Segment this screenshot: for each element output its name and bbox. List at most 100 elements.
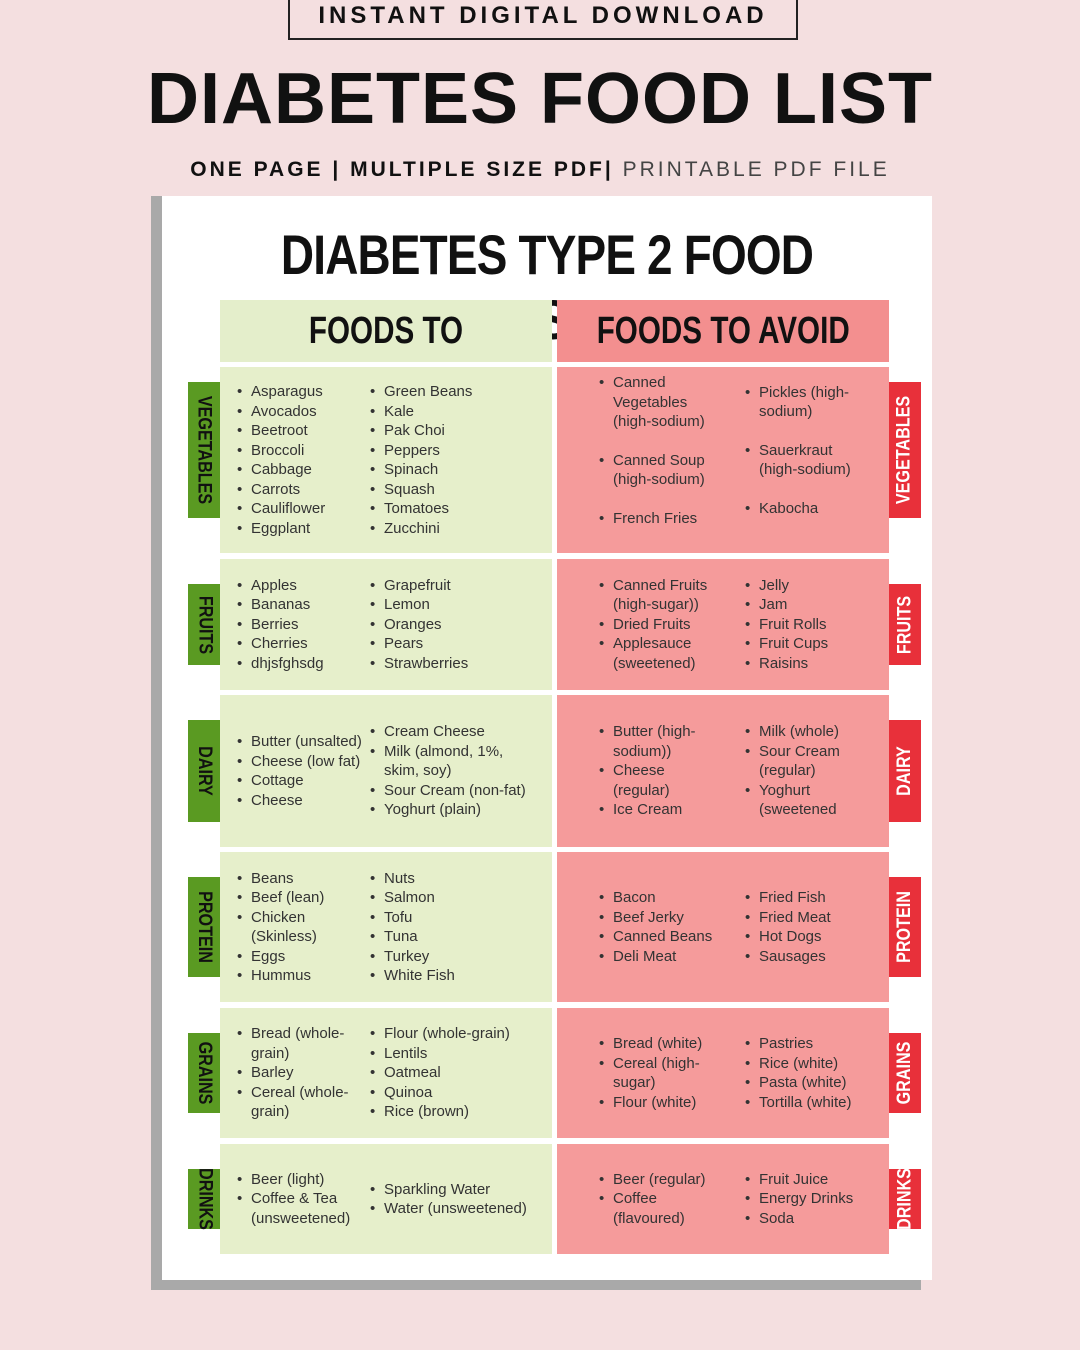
food-item: Hummus — [235, 966, 365, 986]
include-cell: Beer (light)Coffee & Tea (unsweetened)Sp… — [220, 1144, 552, 1254]
food-list: Pickles (high-sodium) Sauerkraut (high-so… — [743, 383, 873, 538]
avoid-column: Milk (whole)Sour Cream (regular)Yoghurt … — [743, 695, 873, 847]
food-list: Beer (light)Coffee & Tea (unsweetened) — [235, 1170, 365, 1229]
food-item: Applesauce (sweetened) — [597, 634, 722, 673]
food-item: Asparagus — [235, 382, 325, 402]
food-item: Water (unsweetened) — [368, 1199, 527, 1219]
food-item: Canned Vegetables (high-sodium) — [597, 373, 722, 432]
food-item: Deli Meat — [597, 947, 712, 967]
food-item: Flour (white) — [597, 1093, 722, 1113]
include-column: Butter (unsalted)Cheese (low fat)Cottage… — [235, 695, 365, 847]
food-item: Rice (white) — [743, 1054, 852, 1074]
food-item: Sparkling Water — [368, 1180, 527, 1200]
food-item: Kabocha — [743, 499, 873, 519]
food-item: Energy Drinks — [743, 1189, 853, 1209]
food-item: Oatmeal — [368, 1063, 510, 1083]
food-list: AsparagusAvocadosBeetrootBroccoliCabbage… — [235, 382, 325, 538]
category-tab-right: PROTEIN — [889, 877, 921, 977]
food-item: Sour Cream (regular) — [743, 742, 873, 781]
avoid-column: Canned Fruits (high-sugar))Dried FruitsA… — [597, 559, 722, 690]
category-label: VEGETABLES — [194, 395, 216, 505]
food-item: Bread (white) — [597, 1034, 722, 1054]
food-item: Raisins — [743, 654, 828, 674]
category-tab-right: DRINKS — [889, 1168, 921, 1230]
food-list: Flour (whole-grain)LentilsOatmealQuinoaR… — [368, 1024, 510, 1122]
food-list: GrapefruitLemonOrangesPearsStrawberries — [368, 576, 468, 674]
food-item: Bread (whole-grain) — [235, 1024, 365, 1063]
food-item: Bananas — [235, 595, 324, 615]
food-item: Peppers — [368, 441, 472, 461]
food-item: Cereal (whole-grain) — [235, 1083, 365, 1122]
food-item: Turkey — [368, 947, 455, 967]
avoid-column: Butter (high-sodium))Cheese (regular)Ice… — [597, 695, 722, 847]
food-item: Strawberries — [368, 654, 468, 674]
food-list: Canned Vegetables (high-sodium) Canned So… — [597, 373, 722, 547]
avoid-column: Bread (white)Cereal (high-sugar)Flour (w… — [597, 1008, 722, 1138]
food-list: Butter (unsalted)Cheese (low fat)Cottage… — [235, 732, 362, 810]
food-item: Berries — [235, 615, 324, 635]
subtitle-light: PRINTABLE PDF FILE — [622, 158, 890, 181]
food-list: Sparkling WaterWater (unsweetened) — [368, 1180, 527, 1219]
subtitle: ONE PAGE | MULTIPLE SIZE PDF| PRINTABLE … — [0, 158, 1080, 182]
food-item: Dried Fruits — [597, 615, 722, 635]
food-item: Avocados — [235, 402, 325, 422]
category-tab-left: GRAINS — [188, 1033, 220, 1113]
avoid-heading: FOODS TO AVOID — [557, 300, 889, 362]
food-item: Milk (whole) — [743, 722, 873, 742]
food-item: Oranges — [368, 615, 468, 635]
food-item: Beans — [235, 869, 365, 889]
food-item: Spinach — [368, 460, 472, 480]
badge: INSTANT DIGITAL DOWNLOAD — [288, 0, 798, 40]
include-column: Beer (light)Coffee & Tea (unsweetened) — [235, 1144, 365, 1254]
avoid-column: Fried FishFried MeatHot DogsSausages — [743, 852, 873, 1002]
food-item: Nuts — [368, 869, 455, 889]
food-list: Butter (high-sodium))Cheese (regular)Ice… — [597, 722, 722, 820]
include-cell: BeansBeef (lean)Chicken (Skinless)EggsHu… — [220, 852, 552, 1002]
food-item: Fruit Rolls — [743, 615, 828, 635]
category-label: FRUITS — [894, 595, 916, 654]
include-column: NutsSalmonTofuTunaTurkeyWhite Fish — [368, 852, 528, 1002]
food-list: Bread (whole-grain)BarleyCereal (whole-g… — [235, 1024, 365, 1122]
include-column: GrapefruitLemonOrangesPearsStrawberries — [368, 559, 528, 690]
food-item: Zucchini — [368, 519, 472, 539]
food-item: Jam — [743, 595, 828, 615]
food-item: Beetroot — [235, 421, 325, 441]
category-label: DRINKS — [194, 1168, 215, 1230]
food-item: Sausages — [743, 947, 831, 967]
food-item: Squash — [368, 480, 472, 500]
food-item: Hot Dogs — [743, 927, 831, 947]
food-item: Tomatoes — [368, 499, 472, 519]
avoid-column: Beer (regular)Coffee (flavoured) — [597, 1144, 722, 1254]
category-label: GRAINS — [194, 1041, 215, 1105]
include-cell: ApplesBananasBerriesCherriesdhjsfghsdg Gr… — [220, 559, 552, 690]
food-item: Canned Beans — [597, 927, 712, 947]
food-item: White Fish — [368, 966, 455, 986]
food-item: Yoghurt (plain) — [368, 800, 528, 820]
avoid-cell: Canned Vegetables (high-sodium) Canned So… — [557, 367, 889, 553]
include-cell: AsparagusAvocadosBeetrootBroccoliCabbage… — [220, 367, 552, 553]
include-column: Green BeansKalePak ChoiPeppersSpinachSqu… — [368, 367, 528, 553]
category-label: FRUITS — [194, 595, 216, 654]
avoid-cell: Butter (high-sodium))Cheese (regular)Ice… — [557, 695, 889, 847]
food-item: Fruit Cups — [743, 634, 828, 654]
title: DIABETES FOOD LIST — [146, 59, 934, 139]
include-column: Cream CheeseMilk (almond, 1%, skim, soy)… — [368, 695, 528, 847]
food-list: NutsSalmonTofuTunaTurkeyWhite Fish — [368, 869, 455, 986]
food-list: PastriesRice (white)Pasta (white)Tortill… — [743, 1034, 852, 1112]
category-label: PROTEIN — [894, 891, 916, 963]
include-cell: Butter (unsalted)Cheese (low fat)Cottage… — [220, 695, 552, 847]
include-column: Flour (whole-grain)LentilsOatmealQuinoaR… — [368, 1008, 528, 1138]
food-item: Cottage — [235, 771, 362, 791]
subtitle-bold: ONE PAGE | MULTIPLE SIZE PDF| — [190, 158, 614, 181]
food-item: Cheese — [235, 791, 362, 811]
food-item: Canned Soup (high-sodium) — [597, 451, 722, 490]
food-item: Beer (regular) — [597, 1170, 722, 1190]
include-column: Sparkling WaterWater (unsweetened) — [368, 1144, 528, 1254]
food-item: Kale — [368, 402, 472, 422]
category-tab-left: VEGETABLES — [188, 382, 220, 518]
avoid-column: Fruit JuiceEnergy DrinksSoda — [743, 1144, 873, 1254]
avoid-cell: BaconBeef JerkyCanned BeansDeli Meat Frie… — [557, 852, 889, 1002]
category-label: GRAINS — [894, 1041, 915, 1105]
food-list: Fried FishFried MeatHot DogsSausages — [743, 888, 831, 966]
category-tab-left: DAIRY — [188, 720, 220, 822]
